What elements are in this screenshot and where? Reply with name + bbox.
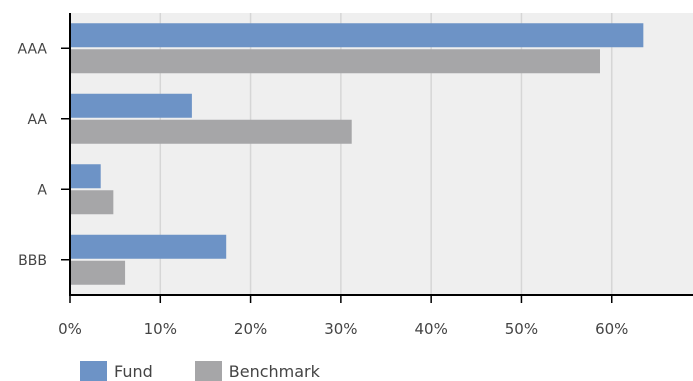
x-axis-ticks: 0% 10% 20% 30% 40% 50% 60% xyxy=(58,295,628,338)
bar-fund-aa xyxy=(70,94,192,118)
y-category-label: AAA xyxy=(17,41,47,57)
legend-swatch-fund xyxy=(80,361,107,381)
x-tick-label: 30% xyxy=(324,320,357,338)
y-category-label: BBB xyxy=(18,253,47,269)
legend-swatch-benchmark xyxy=(195,361,222,381)
bar-fund-bbb xyxy=(70,235,226,259)
y-category-label: AA xyxy=(27,112,47,128)
legend-item-benchmark: Benchmark xyxy=(195,361,320,381)
bar-benchmark-a xyxy=(70,190,113,214)
y-category-label: A xyxy=(37,182,47,198)
x-tick-label: 10% xyxy=(144,320,177,338)
bar-fund-aaa xyxy=(70,23,643,47)
bar-benchmark-aa xyxy=(70,120,352,144)
x-tick-label: 60% xyxy=(595,320,628,338)
bar-benchmark-bbb xyxy=(70,261,125,285)
legend: Fund Benchmark xyxy=(80,361,362,381)
x-tick-label: 40% xyxy=(414,320,447,338)
x-tick-label: 50% xyxy=(505,320,538,338)
legend-label-benchmark: Benchmark xyxy=(229,362,320,381)
legend-item-fund: Fund xyxy=(80,361,153,381)
bar-fund-a xyxy=(70,164,101,188)
x-tick-label: 20% xyxy=(234,320,267,338)
bar-benchmark-aaa xyxy=(70,49,600,73)
legend-label-fund: Fund xyxy=(114,362,153,381)
x-tick-label: 0% xyxy=(58,320,82,338)
